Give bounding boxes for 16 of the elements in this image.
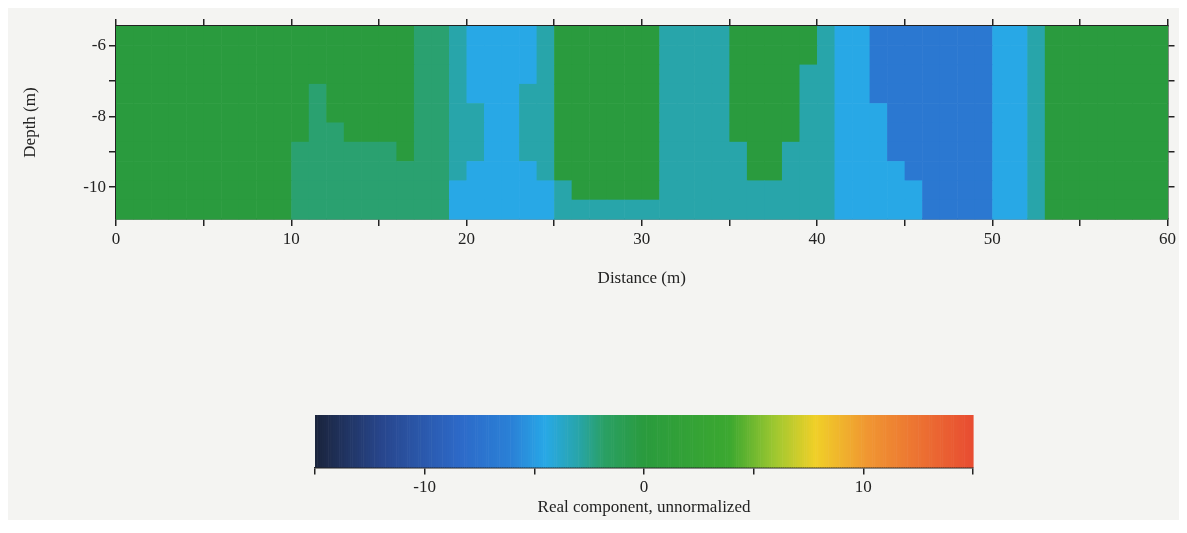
color-bar-label: 10 (854, 477, 872, 497)
y-tick-label: -10 (83, 176, 106, 196)
x-tick-label: 20 (458, 228, 475, 248)
x-tick-label: 40 (808, 228, 826, 248)
x-axis-title: Distance (m) (597, 268, 686, 288)
y-tick-label: -6 (91, 34, 106, 54)
y-tick-label: -8 (91, 105, 106, 125)
y-axis-title: Depth (m) (19, 87, 39, 158)
x-tick-label: 60 (1159, 228, 1176, 248)
x-tick-label: 0 (111, 228, 121, 248)
color-bar-title: Real component, unnormalized (537, 497, 751, 517)
x-tick-label: 50 (983, 228, 1001, 248)
color-bar-label: -10 (413, 477, 436, 497)
color-bar-label: 0 (639, 477, 649, 497)
x-tick-label: 30 (633, 228, 651, 248)
x-tick-label: 10 (282, 228, 300, 248)
